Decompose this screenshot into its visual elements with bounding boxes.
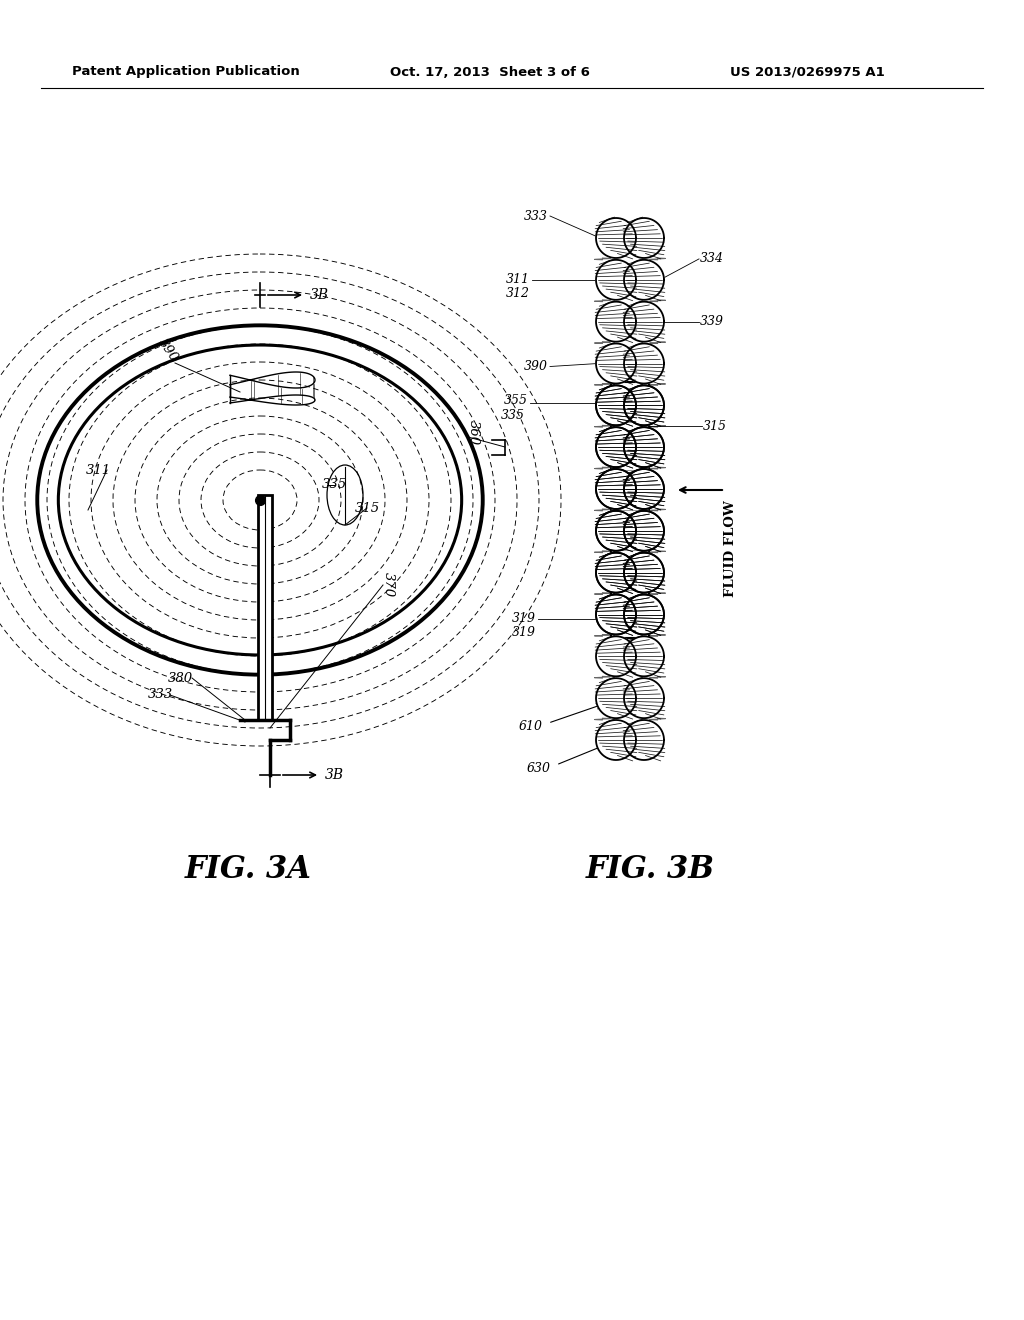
Polygon shape bbox=[596, 469, 636, 510]
Text: 3B: 3B bbox=[310, 288, 329, 302]
Polygon shape bbox=[596, 553, 636, 593]
Bar bbox=[258, 495, 272, 719]
Polygon shape bbox=[596, 343, 636, 384]
Polygon shape bbox=[596, 302, 636, 342]
Polygon shape bbox=[596, 218, 636, 257]
Text: 335: 335 bbox=[501, 409, 525, 422]
Polygon shape bbox=[624, 719, 664, 760]
Polygon shape bbox=[624, 594, 664, 635]
Text: Patent Application Publication: Patent Application Publication bbox=[72, 66, 300, 78]
Polygon shape bbox=[596, 594, 636, 635]
Text: 630: 630 bbox=[527, 762, 551, 775]
Polygon shape bbox=[596, 719, 636, 760]
Polygon shape bbox=[624, 636, 664, 676]
Polygon shape bbox=[624, 678, 664, 718]
Text: FIG. 3A: FIG. 3A bbox=[184, 854, 311, 886]
Polygon shape bbox=[624, 428, 664, 467]
Text: 390: 390 bbox=[155, 337, 180, 364]
Text: 312: 312 bbox=[506, 288, 530, 301]
Polygon shape bbox=[596, 385, 636, 425]
Polygon shape bbox=[596, 385, 636, 425]
Text: 370: 370 bbox=[382, 572, 395, 597]
Text: 335: 335 bbox=[322, 479, 347, 491]
Polygon shape bbox=[596, 428, 636, 467]
Polygon shape bbox=[596, 260, 636, 300]
Polygon shape bbox=[596, 469, 636, 510]
Polygon shape bbox=[624, 385, 664, 425]
Bar bbox=[611, 383, 649, 638]
Text: 333: 333 bbox=[524, 210, 548, 223]
Polygon shape bbox=[624, 385, 664, 425]
Polygon shape bbox=[624, 260, 664, 300]
Polygon shape bbox=[596, 594, 636, 635]
Text: 355: 355 bbox=[504, 393, 528, 407]
Polygon shape bbox=[624, 553, 664, 593]
Text: 390: 390 bbox=[524, 360, 548, 374]
Text: FLUID FLOW: FLUID FLOW bbox=[724, 500, 736, 597]
Text: 3B: 3B bbox=[325, 768, 344, 781]
Polygon shape bbox=[624, 469, 664, 510]
Text: 311: 311 bbox=[506, 273, 530, 286]
Polygon shape bbox=[596, 428, 636, 467]
Text: 319: 319 bbox=[512, 626, 536, 639]
Polygon shape bbox=[624, 553, 664, 593]
Polygon shape bbox=[596, 511, 636, 550]
Polygon shape bbox=[624, 511, 664, 550]
Text: 311: 311 bbox=[86, 463, 112, 477]
Polygon shape bbox=[624, 343, 664, 384]
Polygon shape bbox=[596, 636, 636, 676]
Text: 380: 380 bbox=[168, 672, 194, 685]
Polygon shape bbox=[624, 302, 664, 342]
Text: US 2013/0269975 A1: US 2013/0269975 A1 bbox=[730, 66, 885, 78]
Text: 319: 319 bbox=[512, 612, 536, 624]
Text: 339: 339 bbox=[700, 315, 724, 329]
Text: FIG. 3B: FIG. 3B bbox=[586, 854, 715, 886]
Text: 334: 334 bbox=[700, 252, 724, 265]
Text: 333: 333 bbox=[148, 689, 173, 701]
Polygon shape bbox=[624, 469, 664, 510]
Text: 315: 315 bbox=[355, 502, 380, 515]
Polygon shape bbox=[624, 594, 664, 635]
Text: 360: 360 bbox=[467, 420, 480, 445]
Polygon shape bbox=[624, 428, 664, 467]
Polygon shape bbox=[596, 553, 636, 593]
Polygon shape bbox=[624, 218, 664, 257]
Text: Oct. 17, 2013  Sheet 3 of 6: Oct. 17, 2013 Sheet 3 of 6 bbox=[390, 66, 590, 78]
Polygon shape bbox=[596, 511, 636, 550]
Polygon shape bbox=[624, 511, 664, 550]
Text: 610: 610 bbox=[519, 719, 543, 733]
Polygon shape bbox=[596, 678, 636, 718]
Text: 315: 315 bbox=[703, 420, 727, 433]
